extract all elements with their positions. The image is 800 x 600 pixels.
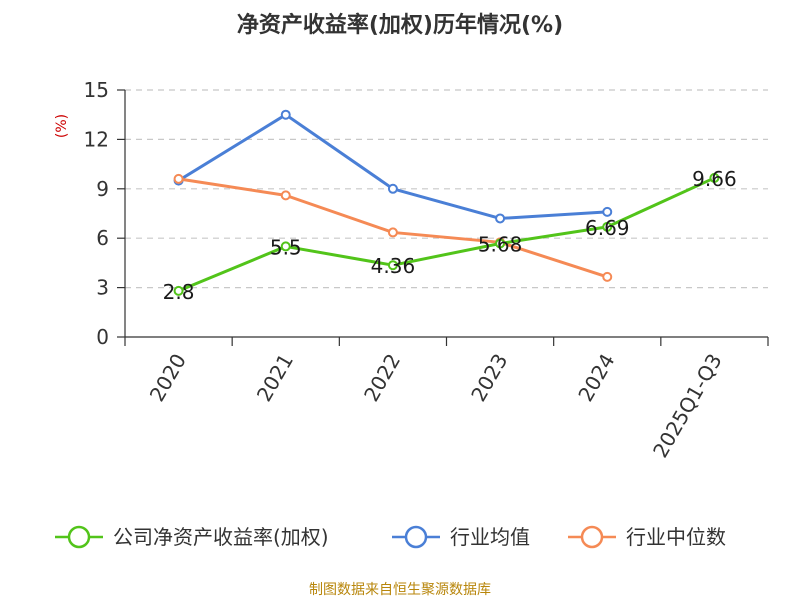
data-point	[602, 206, 613, 217]
data-label: 2.8	[163, 280, 195, 304]
x-tick-label: 2021	[252, 350, 298, 406]
chart-title: 净资产收益率(加权)历年情况(%)	[237, 12, 563, 38]
data-point	[495, 238, 506, 249]
data-point	[173, 173, 184, 184]
data-point	[387, 183, 398, 194]
legend-label: 行业中位数	[626, 525, 726, 549]
data-label: 4.36	[371, 254, 416, 278]
data-label: 5.5	[270, 235, 302, 259]
data-labels: 2.8 5.5 4.36 5.68 6.69 9.66	[163, 167, 737, 304]
y-tick-label: 15	[84, 78, 109, 102]
legend-label: 公司净资产收益率(加权)	[113, 525, 329, 549]
data-point	[280, 109, 291, 120]
grid-lines	[125, 89, 768, 289]
data-point	[602, 271, 613, 282]
series-layer	[173, 109, 720, 296]
x-tick-label: 2020	[145, 350, 191, 406]
data-point	[280, 190, 291, 201]
legend: 公司净资产收益率(加权) 行业均值 行业中位数	[55, 525, 726, 549]
y-axis-unit: (%)	[54, 114, 70, 138]
data-point	[387, 227, 398, 238]
source-note: 制图数据来自恒生聚源数据库	[309, 582, 491, 598]
legend-marker	[67, 525, 91, 549]
data-point	[602, 221, 613, 232]
axes: 0 3 6 9 12 15 2020 2021 2022 2023 2024 2025Q1-Q3	[84, 78, 769, 462]
data-label: 6.69	[585, 216, 630, 240]
data-point	[280, 241, 291, 252]
series-line	[177, 113, 608, 220]
y-tick-label: 0	[96, 325, 109, 349]
x-tick-label: 2023	[466, 350, 512, 406]
y-tick-label: 6	[96, 226, 109, 250]
y-tick-label: 9	[96, 177, 109, 201]
data-point	[709, 172, 720, 183]
x-tick-label: 2022	[359, 350, 405, 406]
data-point	[173, 285, 184, 296]
x-tick-label: 2025Q1-Q3	[648, 350, 727, 462]
data-label: 5.68	[478, 232, 523, 256]
legend-marker	[404, 525, 428, 549]
legend-label: 行业均值	[450, 525, 530, 549]
y-tick-label: 12	[84, 127, 109, 151]
y-tick-label: 3	[96, 276, 109, 300]
data-point	[495, 213, 506, 224]
series-line	[178, 176, 716, 293]
data-label: 9.66	[692, 167, 737, 191]
data-point	[387, 260, 398, 271]
legend-marker	[580, 525, 604, 549]
x-tick-label: 2024	[573, 350, 619, 406]
